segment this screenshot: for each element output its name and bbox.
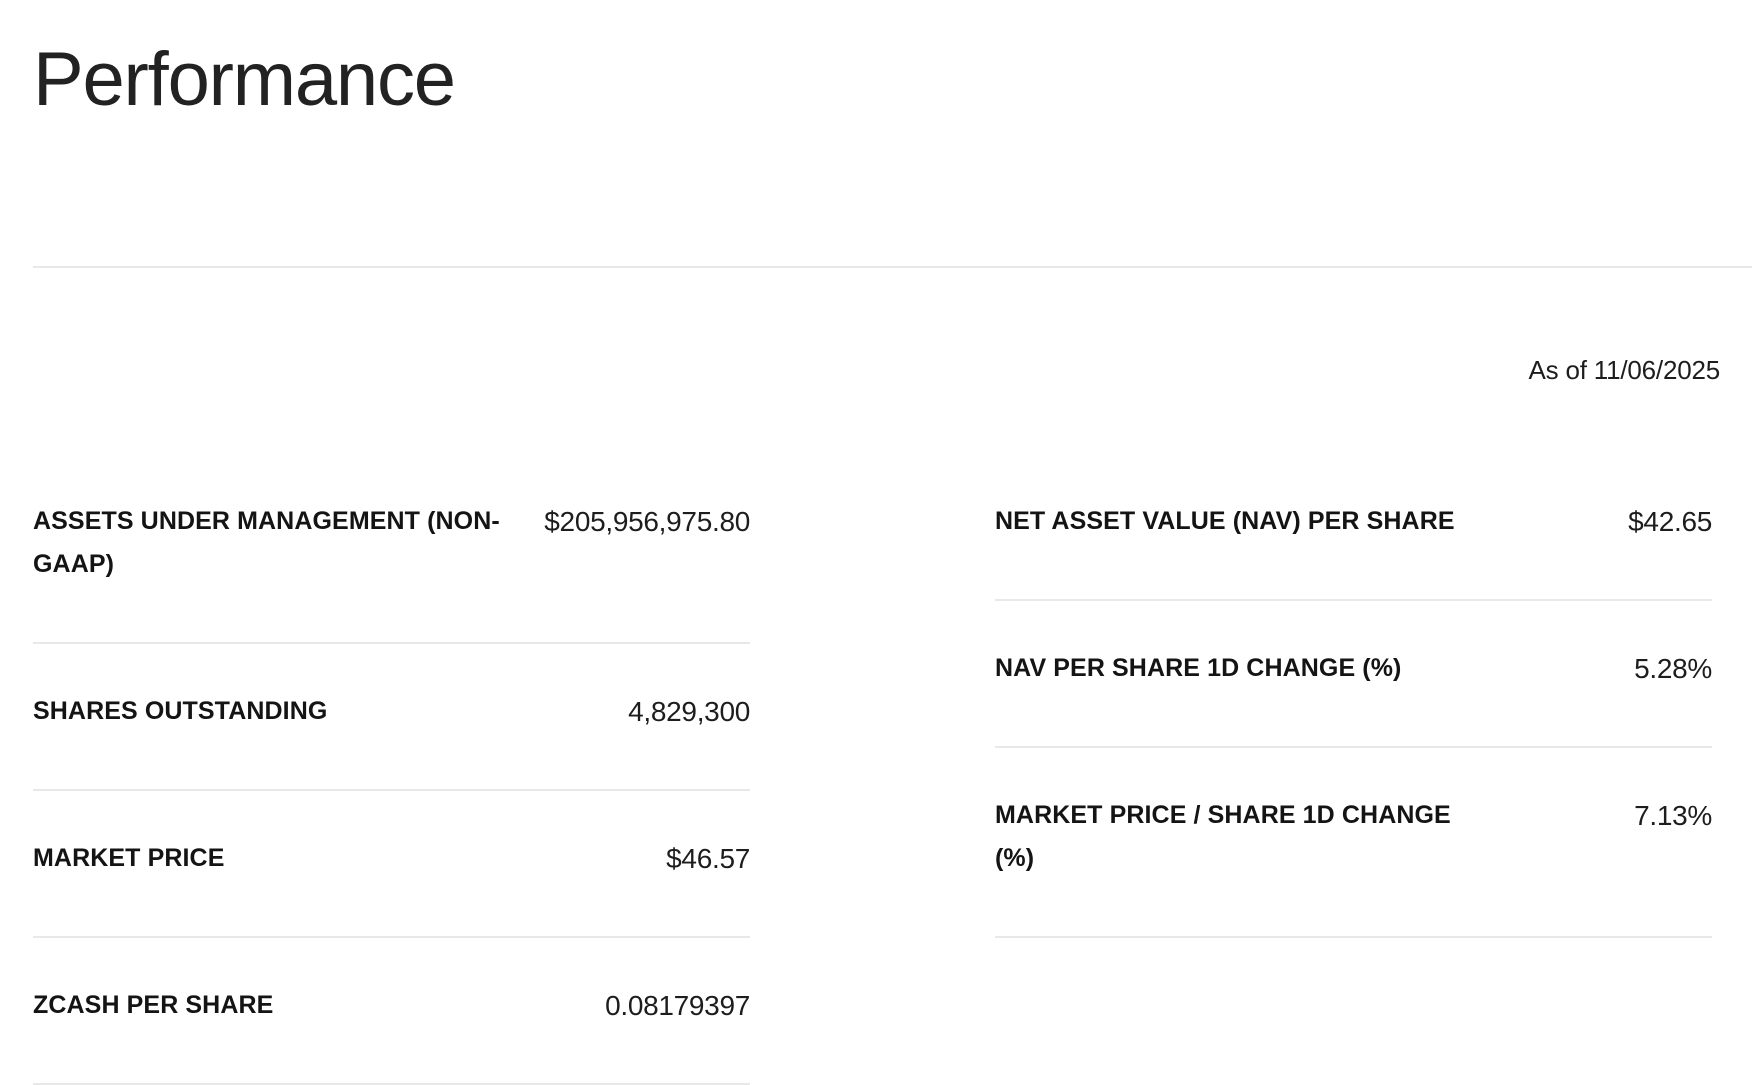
performance-stats-grid: ASSETS UNDER MANAGEMENT (NON-GAAP) $205,… (33, 500, 1720, 1085)
stat-value: 7.13% (1634, 800, 1712, 832)
table-row: MARKET PRICE / SHARE 1D CHANGE (%) 7.13% (995, 748, 1712, 939)
stat-value: $46.57 (666, 843, 750, 875)
stats-column-right: NET ASSET VALUE (NAV) PER SHARE $42.65 N… (995, 500, 1712, 1085)
table-row: MARKET PRICE $46.57 (33, 791, 750, 939)
stat-label: ZCASH PER SHARE (33, 991, 274, 1020)
table-row: SHARES OUTSTANDING 4,829,300 (33, 644, 750, 792)
stat-label: MARKET PRICE / SHARE 1D CHANGE (%) (995, 801, 1451, 873)
table-row: NAV PER SHARE 1D CHANGE (%) 5.28% (995, 601, 1712, 749)
stat-label: NAV PER SHARE 1D CHANGE (%) (995, 654, 1402, 683)
table-row: NET ASSET VALUE (NAV) PER SHARE $42.65 (995, 500, 1712, 602)
stat-label: MARKET PRICE (33, 844, 225, 873)
stats-column-left: ASSETS UNDER MANAGEMENT (NON-GAAP) $205,… (33, 500, 750, 1085)
stat-value: $42.65 (1628, 506, 1712, 537)
stat-label: ASSETS UNDER MANAGEMENT (NON-GAAP) (33, 507, 500, 578)
as-of-row: As of 11/06/2025 (33, 355, 1721, 386)
stat-value: 4,829,300 (628, 696, 750, 727)
stat-value: 5.28% (1634, 653, 1712, 685)
table-row: ASSETS UNDER MANAGEMENT (NON-GAAP) $205,… (33, 500, 750, 644)
stat-value: 0.08179397 (605, 990, 750, 1022)
page-title: Performance (33, 37, 456, 122)
performance-page: Performance As of 11/06/2025 ASSETS UNDE… (33, 37, 1752, 1085)
stat-value: $205,956,975.80 (544, 506, 750, 537)
stat-label: SHARES OUTSTANDING (33, 697, 328, 725)
table-row: ZCASH PER SHARE 0.08179397 (33, 938, 750, 1085)
stat-label: NET ASSET VALUE (NAV) PER SHARE (995, 507, 1455, 535)
as-of-date: As of 11/06/2025 (1528, 355, 1721, 385)
header-divider (33, 266, 1752, 268)
